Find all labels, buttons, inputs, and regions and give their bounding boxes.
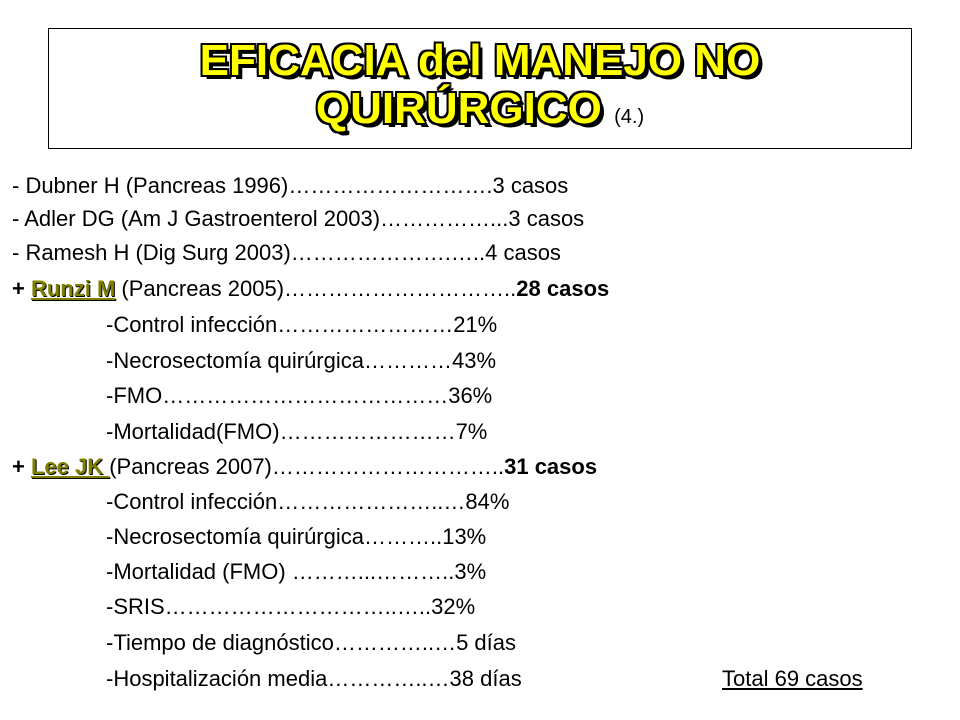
slide-title-line-2: QUIRÚRGICO (4.) (49, 85, 911, 141)
lee-item: -Necrosectomía quirúrgica………..13% (106, 524, 487, 549)
study-lee-cases: 31 casos (504, 454, 598, 479)
lee-item: -SRIS…………………………..…..32% (106, 594, 476, 619)
slide-title-word: QUIRÚRGICO (315, 84, 602, 133)
study-lee: + Lee JK (Pancreas 2007)…………………………..31 c… (12, 454, 597, 480)
runzi-item: -Mortalidad(FMO)……………………7% (106, 419, 488, 444)
study-lee-source: (Pancreas 2007)………………………….. (109, 454, 505, 479)
study-runzi-cases: 28 casos (516, 276, 610, 301)
plus-marker: + (12, 276, 31, 301)
runzi-item: -FMO…………………………………36% (106, 383, 493, 408)
study-dubner: - Dubner H (Pancreas 1996)……………………….3 ca… (12, 173, 569, 198)
reference-number: (4.) (614, 106, 645, 128)
plus-marker: + (12, 454, 31, 479)
study-runzi-source: (Pancreas 2005)………………………….. (115, 276, 517, 301)
lee-item: -Tiempo de diagnóstico…………..…5 días (106, 630, 517, 655)
runzi-item: -Necrosectomía quirúrgica…………43% (106, 348, 497, 373)
total-cases: Total 69 casos (722, 666, 863, 691)
lee-item: -Mortalidad (FMO) ………...………..3% (106, 559, 487, 584)
runzi-item: -Control infección……………………21% (106, 312, 498, 337)
title-box: EFICACIA del MANEJO NO QUIRÚRGICO (4.) (48, 28, 912, 149)
lee-item: -Hospitalización media…………..…38 días (106, 666, 522, 691)
study-adler: - Adler DG (Am J Gastroenterol 2003)…………… (12, 206, 585, 231)
study-runzi: + Runzi M (Pancreas 2005)…………………………..28 … (12, 276, 609, 302)
study-ramesh: - Ramesh H (Dig Surg 2003)………………….…..4 c… (12, 240, 561, 265)
author-runzi: Runzi M (30, 276, 116, 301)
author-lee: Lee JK (30, 454, 110, 479)
slide-title-line-1: EFICACIA del MANEJO NO (199, 36, 761, 85)
lee-item: -Control infección…………………..…84% (106, 489, 510, 514)
